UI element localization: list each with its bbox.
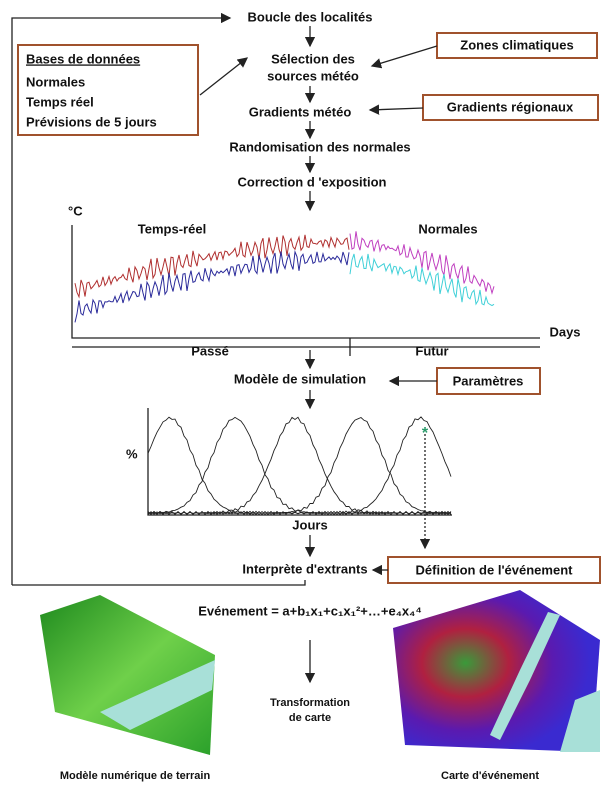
map-caption: Carte d'événement — [441, 770, 539, 782]
step: de carte — [289, 712, 331, 724]
temperature-trace — [350, 231, 494, 293]
event-star: * — [422, 425, 429, 442]
database-title: Bases de données — [26, 51, 140, 66]
step: sources météo — [267, 68, 359, 83]
step: Gradients météo — [249, 104, 352, 119]
step: Transformation — [270, 697, 350, 709]
series-label: Normales — [418, 221, 477, 236]
map-caption: Modèle numérique de terrain — [60, 770, 211, 782]
database-item: Normales — [26, 74, 85, 89]
timeline — [72, 338, 540, 356]
database-item: Temps réel — [26, 94, 94, 109]
temperature-trace — [75, 235, 349, 297]
formula: Evénement = a+b₁x₁+c₁x₁²+…+e₄x₄⁴ — [198, 603, 422, 618]
input-label: Paramètres — [453, 373, 524, 388]
arrow — [370, 108, 423, 110]
input-label: Zones climatiques — [460, 37, 573, 52]
axis-label: % — [126, 446, 138, 461]
axis-label: °C — [68, 203, 83, 218]
axis-label: Jours — [292, 517, 327, 532]
step: Sélection des — [271, 51, 355, 66]
period-label: Futur — [415, 343, 448, 358]
terrain-map — [40, 595, 215, 755]
arrow — [372, 46, 437, 66]
input-label: Gradients régionaux — [447, 99, 574, 114]
temperature-plot — [72, 225, 540, 356]
input-label: Définition de l'événement — [416, 562, 574, 577]
axis-label: Days — [549, 324, 580, 339]
axes — [148, 408, 452, 515]
arrow — [200, 58, 247, 95]
step: Randomisation des normales — [229, 139, 410, 154]
step: Correction d 'exposition — [238, 174, 387, 189]
distribution-curve — [148, 418, 451, 515]
step: Boucle des localités — [248, 9, 373, 24]
database-item: Prévisions de 5 jours — [26, 114, 157, 129]
series-label: Temps-réel — [138, 221, 206, 236]
distribution-curve — [148, 417, 451, 514]
period-label: Passé — [191, 343, 229, 358]
step: Interprète d'extrants — [242, 561, 367, 576]
distribution-curve — [148, 417, 451, 514]
temperature-trace — [75, 251, 349, 322]
step: Modèle de simulation — [234, 371, 366, 386]
distribution-curve — [148, 417, 451, 514]
event-map — [393, 590, 600, 752]
distribution-curve — [148, 417, 451, 515]
diagram: Boucle des localités Sélection des sourc… — [0, 0, 607, 788]
